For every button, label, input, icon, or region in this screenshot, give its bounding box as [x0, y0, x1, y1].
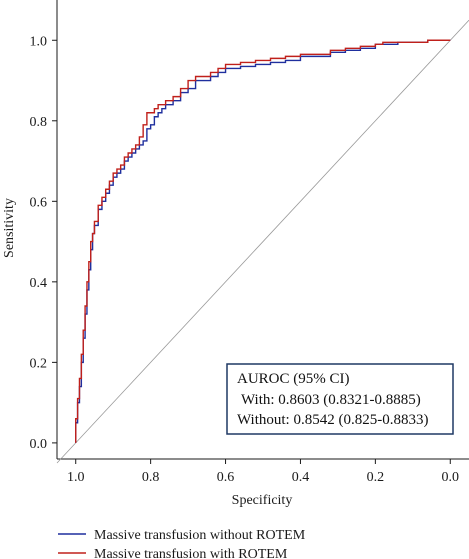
y-tick-label: 0.0	[30, 437, 48, 452]
y-tick-label: 0.6	[30, 195, 48, 210]
x-tick-label: 0.0	[442, 470, 460, 485]
x-tick-label: 0.6	[217, 470, 235, 485]
legend: Massive transfusion without ROTEM Massiv…	[58, 528, 306, 559]
x-tick-label: 1.0	[67, 470, 85, 485]
x-tick-label: 0.8	[142, 470, 160, 485]
y-tick-label: 0.4	[30, 276, 48, 291]
y-tick-label: 0.2	[30, 356, 48, 371]
auroc-title: AUROC (95% CI)	[237, 371, 350, 387]
series-layer	[75, 39, 451, 443]
auroc-annotation-box: AUROC (95% CI) With: 0.8603 (0.8321-0.88…	[226, 363, 454, 435]
y-axis-title: Sensitivity	[2, 198, 17, 258]
x-axis-title: Specificity	[232, 493, 293, 508]
reference-diagonal-line	[56, 19, 469, 464]
series-line-with-rotem	[75, 39, 451, 443]
legend-label-with: Massive transfusion with ROTEM	[94, 547, 288, 559]
legend-label-without: Massive transfusion without ROTEM	[94, 528, 306, 543]
x-tick-label: 0.4	[292, 470, 310, 485]
y-tick-label: 0.8	[30, 115, 48, 130]
x-tick-label: 0.2	[367, 470, 385, 485]
auroc-box-frame	[226, 363, 454, 435]
auroc-with-value: With: 0.8603 (0.8321-0.8885)	[241, 392, 421, 408]
y-ticks: 0.0 0.2 0.4 0.6 0.8 1.0	[30, 34, 57, 452]
auroc-without-value: Without: 0.8542 (0.825-0.8833)	[237, 412, 428, 428]
y-tick-label: 1.0	[30, 34, 48, 49]
x-ticks: 1.0 0.8 0.6 0.4 0.2 0.0	[67, 459, 459, 485]
axes	[56, 0, 469, 460]
